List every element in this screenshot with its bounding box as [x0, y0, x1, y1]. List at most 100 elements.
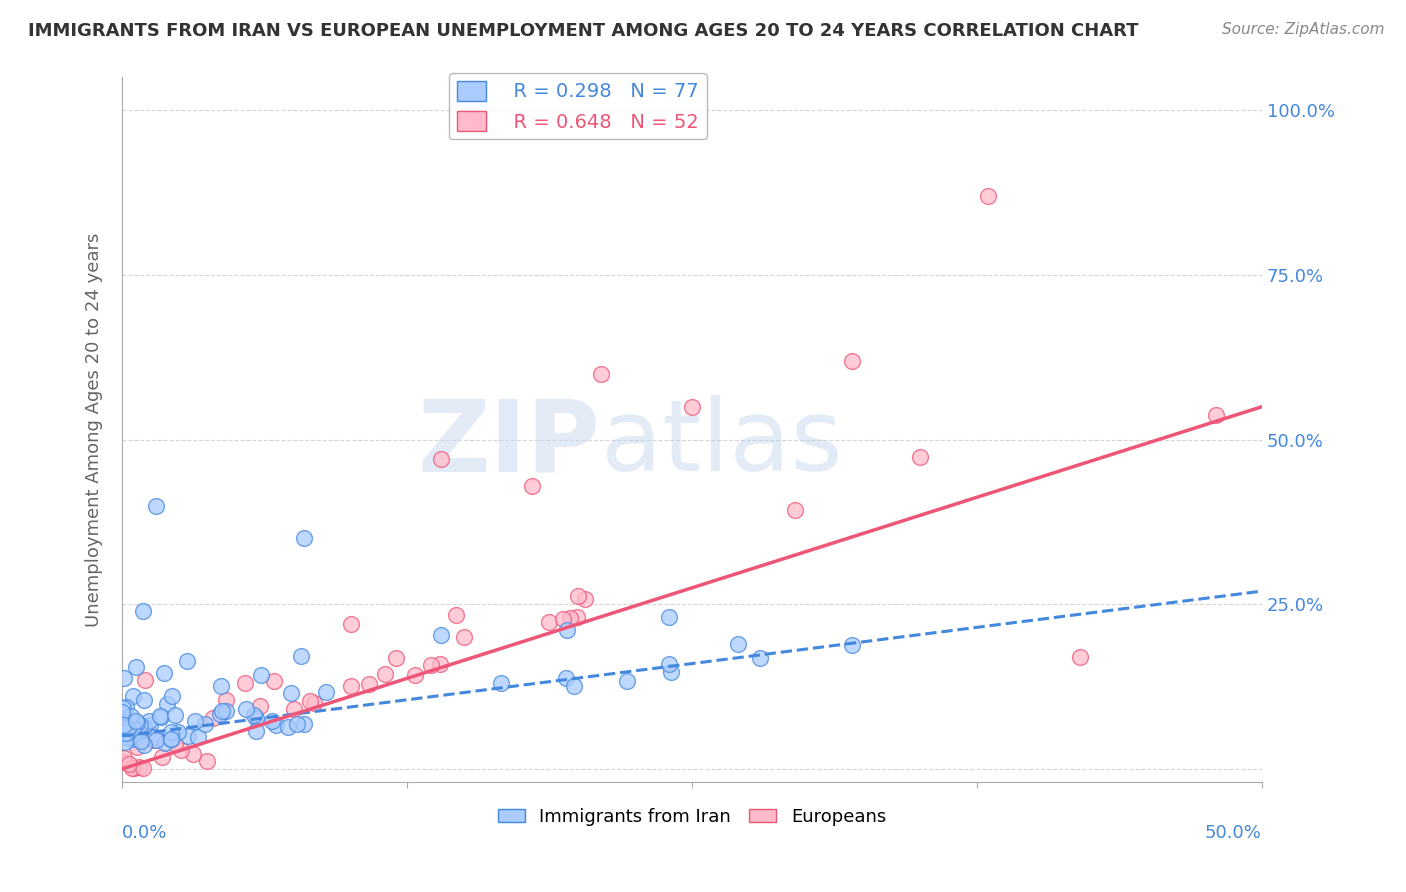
Point — [553, 612, 575, 626]
Point — [112, 750, 135, 764]
Point — [264, 718, 287, 732]
Point — [285, 716, 308, 731]
Point — [125, 715, 148, 730]
Point — [245, 723, 267, 738]
Point — [446, 607, 468, 622]
Point — [163, 707, 186, 722]
Point — [194, 716, 217, 731]
Text: ZIP: ZIP — [418, 395, 600, 492]
Point — [122, 761, 145, 775]
Point — [135, 727, 157, 741]
Point — [681, 400, 703, 414]
Point — [749, 650, 772, 665]
Point — [170, 743, 193, 757]
Point — [235, 702, 257, 716]
Point — [1205, 409, 1227, 423]
Point — [489, 676, 512, 690]
Point — [145, 499, 167, 513]
Point — [250, 668, 273, 682]
Point — [908, 450, 931, 464]
Point — [160, 725, 183, 739]
Point — [209, 679, 232, 693]
Point — [315, 685, 337, 699]
Text: 50.0%: 50.0% — [1205, 824, 1263, 842]
Point — [420, 658, 443, 673]
Point — [142, 732, 165, 747]
Point — [138, 714, 160, 728]
Point — [160, 731, 183, 746]
Text: 0.0%: 0.0% — [122, 824, 167, 842]
Point — [429, 628, 451, 642]
Point — [150, 710, 173, 724]
Point — [187, 730, 209, 744]
Point — [167, 724, 190, 739]
Point — [242, 708, 264, 723]
Point — [125, 660, 148, 674]
Point — [131, 734, 153, 748]
Point — [127, 727, 149, 741]
Point — [233, 676, 256, 690]
Point — [357, 677, 380, 691]
Point — [112, 717, 135, 731]
Point — [128, 760, 150, 774]
Point — [153, 736, 176, 750]
Point — [558, 611, 581, 625]
Point — [567, 589, 589, 603]
Point — [127, 740, 149, 755]
Point — [404, 668, 426, 682]
Point — [565, 610, 588, 624]
Point — [211, 704, 233, 718]
Point — [111, 755, 134, 769]
Point — [215, 704, 238, 718]
Point — [112, 671, 135, 685]
Point — [125, 714, 148, 728]
Point — [117, 721, 139, 735]
Point — [260, 714, 283, 728]
Point — [120, 709, 142, 723]
Point — [280, 686, 302, 700]
Point — [374, 667, 396, 681]
Point — [245, 711, 267, 725]
Point — [159, 731, 181, 746]
Point — [429, 657, 451, 671]
Point — [134, 738, 156, 752]
Point — [134, 673, 156, 687]
Point — [114, 735, 136, 749]
Point — [339, 679, 361, 693]
Point — [121, 761, 143, 775]
Point — [290, 648, 312, 663]
Point — [131, 603, 153, 617]
Point — [181, 747, 204, 761]
Point — [841, 353, 863, 368]
Point — [977, 189, 1000, 203]
Point — [292, 716, 315, 731]
Point — [115, 726, 138, 740]
Point — [122, 731, 145, 746]
Point — [298, 694, 321, 708]
Point — [616, 673, 638, 688]
Point — [538, 615, 561, 629]
Point — [114, 712, 136, 726]
Point — [195, 754, 218, 768]
Point — [453, 630, 475, 644]
Point — [658, 657, 681, 671]
Point — [783, 503, 806, 517]
Point — [294, 532, 316, 546]
Point — [115, 699, 138, 714]
Point — [111, 705, 134, 719]
Text: atlas: atlas — [600, 395, 842, 492]
Point — [118, 756, 141, 771]
Point — [143, 730, 166, 744]
Point — [122, 689, 145, 703]
Point — [139, 718, 162, 732]
Point — [128, 718, 150, 732]
Point — [176, 654, 198, 668]
Point — [555, 671, 578, 685]
Point — [209, 706, 232, 721]
Point — [201, 711, 224, 725]
Point — [122, 723, 145, 737]
Point — [304, 696, 326, 710]
Point — [150, 750, 173, 764]
Point — [145, 733, 167, 747]
Point — [155, 697, 177, 711]
